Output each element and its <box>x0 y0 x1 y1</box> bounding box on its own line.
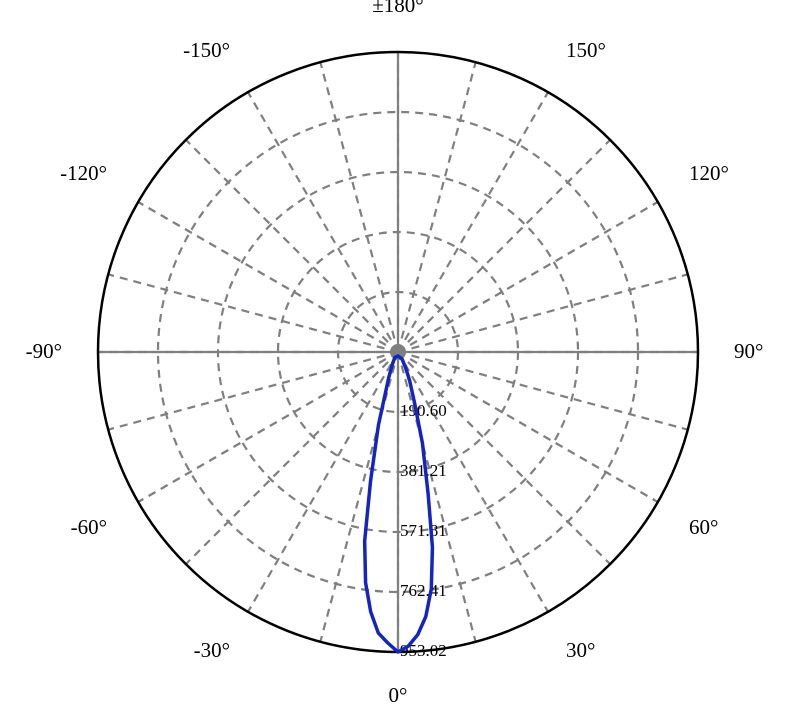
angular-label: -120° <box>60 161 107 185</box>
radial-tick-label: 953.02 <box>400 641 447 660</box>
angular-label: 30° <box>566 638 595 662</box>
angular-label: -150° <box>183 38 230 62</box>
angular-label: -90° <box>26 339 62 363</box>
radial-tick-label: 190.60 <box>400 401 447 420</box>
angular-label: -30° <box>194 638 230 662</box>
angular-label: 0° <box>389 683 408 707</box>
polar-chart: 190.60381.21571.81762.41953.020°30°60°90… <box>0 0 797 713</box>
radial-tick-label: 762.41 <box>400 581 447 600</box>
angular-label: 150° <box>566 38 606 62</box>
angular-label: 90° <box>734 339 763 363</box>
angular-label: 120° <box>689 161 729 185</box>
radial-tick-label: 571.81 <box>400 521 447 540</box>
angular-label: ±180° <box>372 0 423 17</box>
angular-label: 60° <box>689 515 718 539</box>
angular-label: -60° <box>71 515 107 539</box>
